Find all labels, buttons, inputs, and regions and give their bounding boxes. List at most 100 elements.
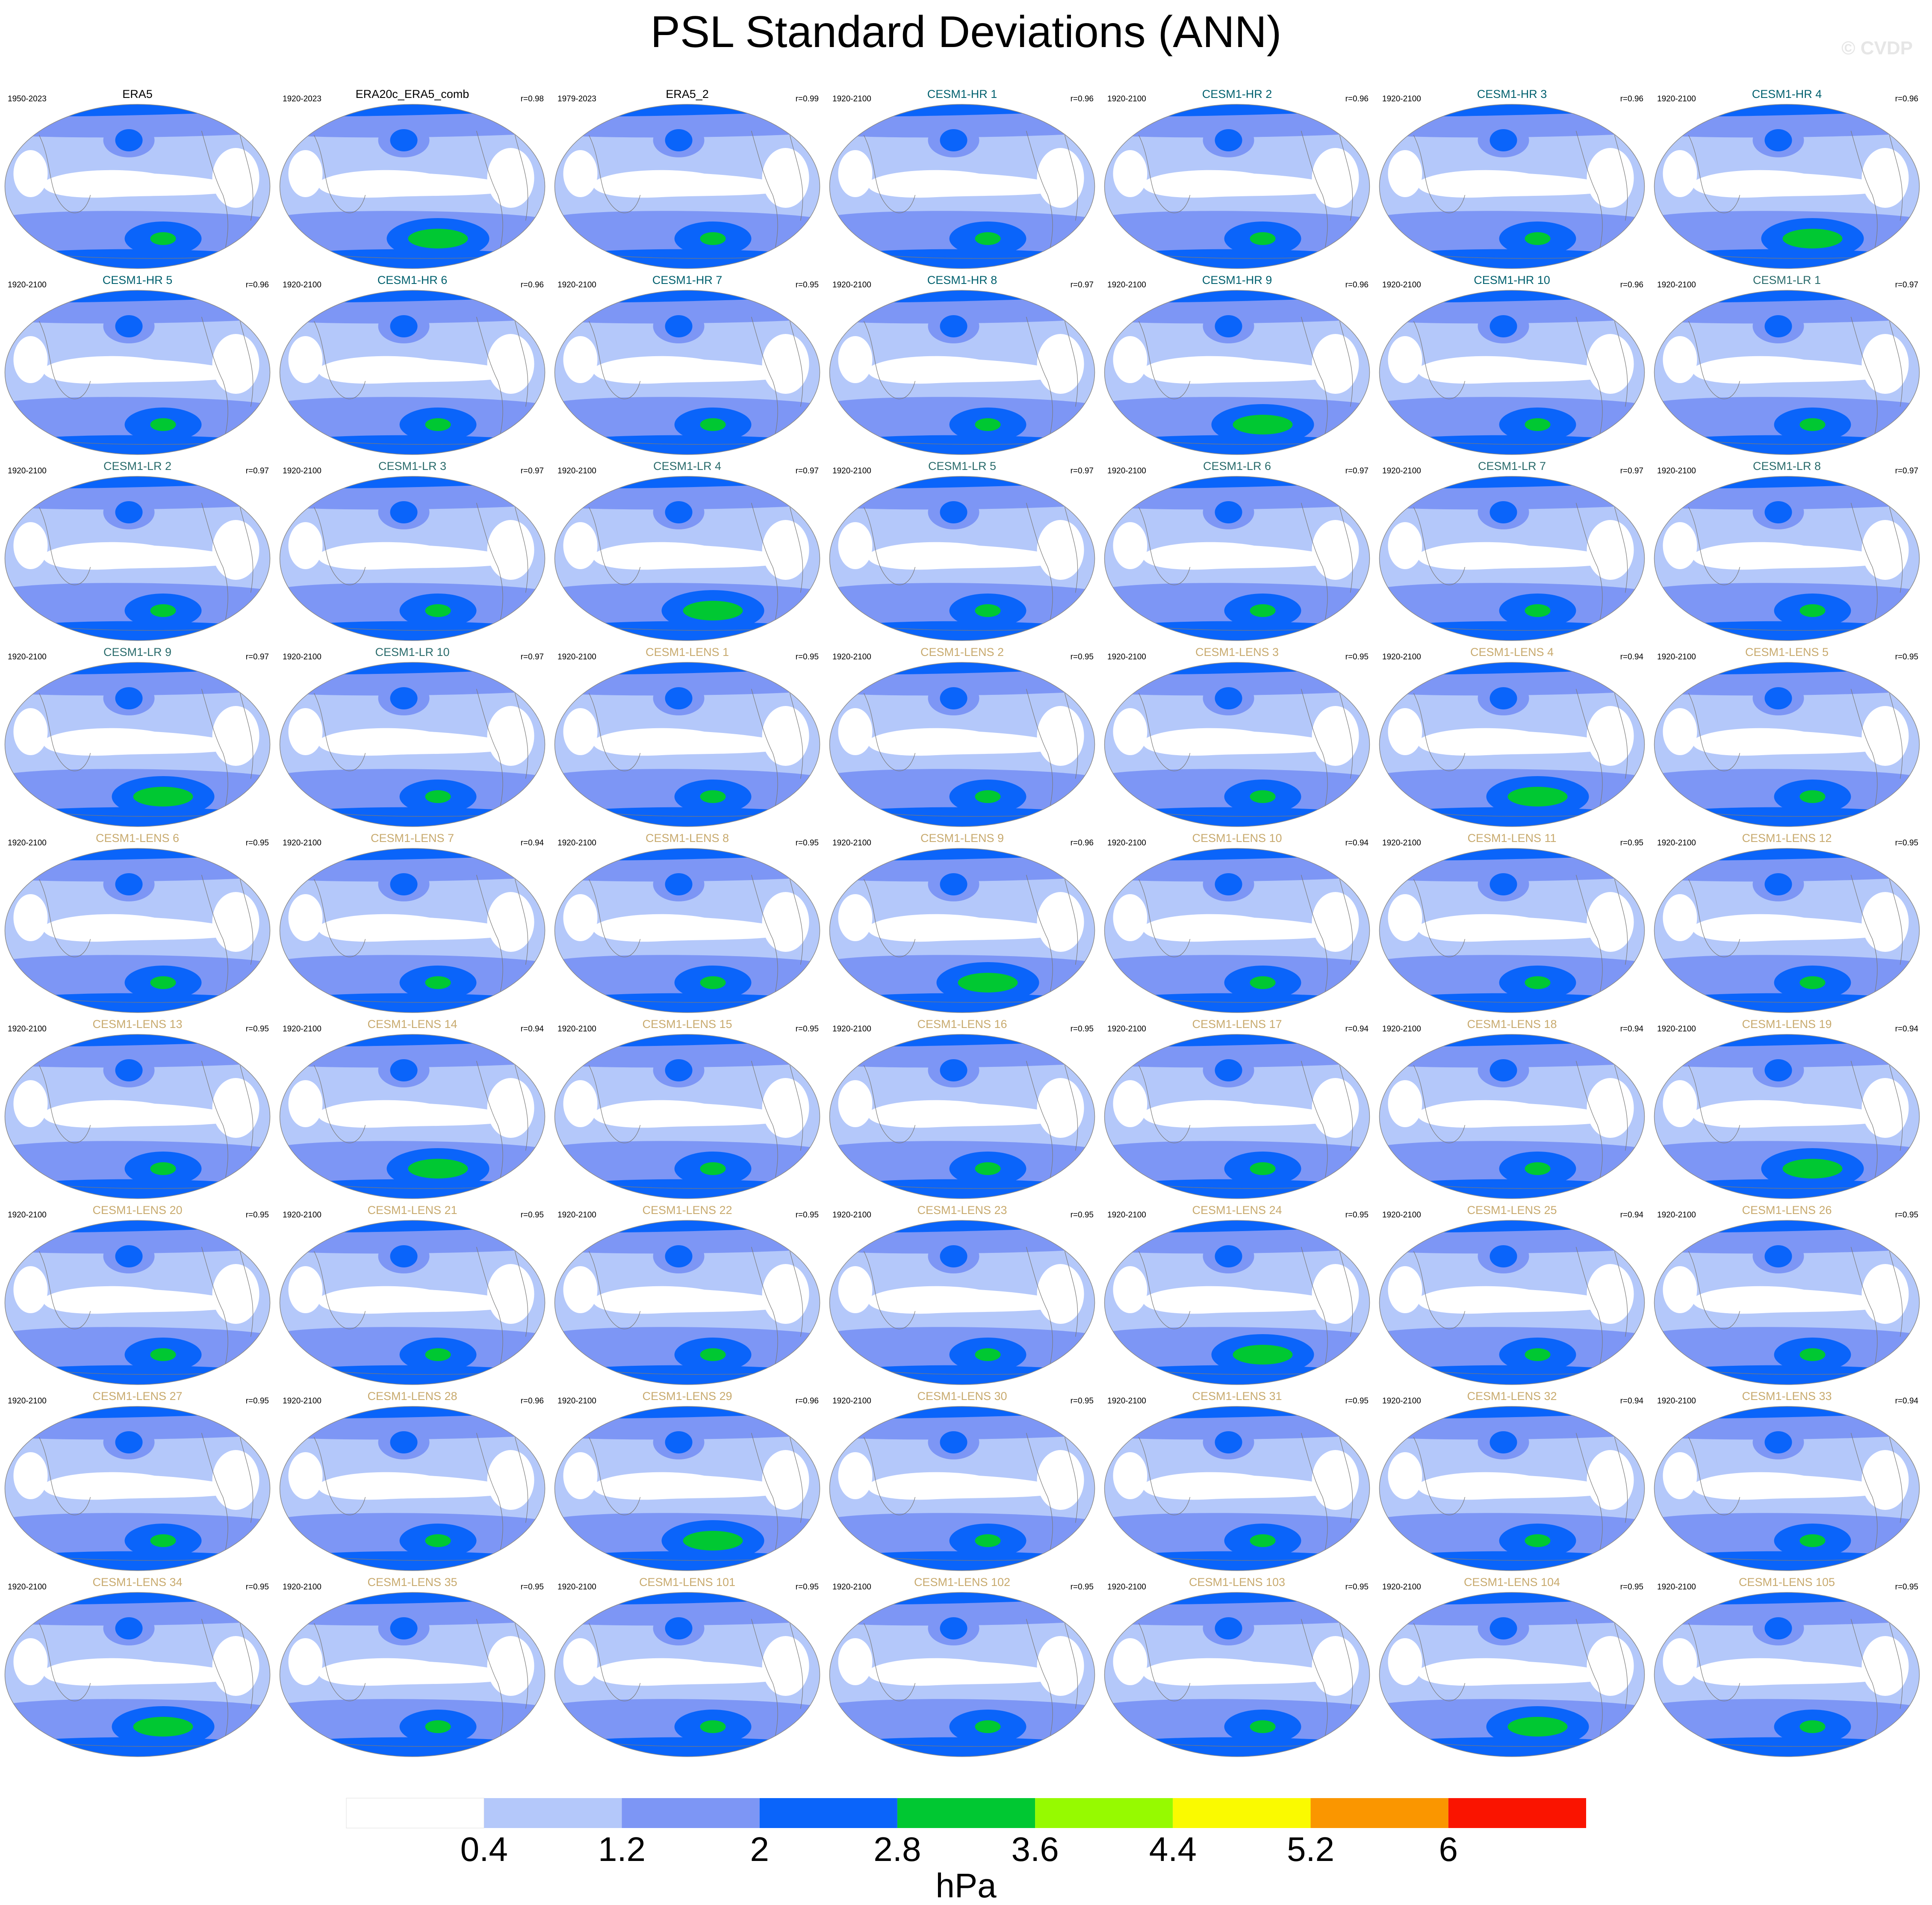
- contour-2-2.8: [665, 873, 693, 895]
- contour-2.8-3.6: [150, 1534, 176, 1547]
- coastline: [239, 1065, 254, 1151]
- panel-correlation: r=0.97: [1345, 467, 1369, 476]
- contour-below-0.4: [867, 1286, 1069, 1314]
- coastline: [1701, 1556, 1873, 1561]
- panel-period: 1950-2023: [8, 95, 47, 103]
- panel-correlation: r=0.96: [1620, 281, 1643, 289]
- contour-2-2.8: [390, 873, 418, 895]
- panel-correlation: r=0.95: [1070, 1583, 1094, 1592]
- panel-period: 1920-2100: [557, 1211, 596, 1220]
- contour-2-2.8: [665, 1059, 693, 1081]
- coastline: [602, 254, 773, 259]
- contour-below-0.4: [563, 1638, 598, 1685]
- map-outline: [554, 290, 820, 455]
- panel-map: [554, 1592, 820, 1757]
- contour-2-2.8: [1104, 848, 1370, 861]
- panel-period: 1920-2100: [283, 839, 322, 848]
- contour-below-0.4: [318, 170, 519, 198]
- contour-below-0.4: [1417, 728, 1619, 756]
- coastline: [327, 1743, 498, 1747]
- contour-below-0.4: [1037, 1078, 1084, 1138]
- coastline: [514, 693, 528, 779]
- coastline: [38, 135, 91, 213]
- map-outline: [829, 104, 1095, 269]
- panel-period: 1920-2100: [1107, 839, 1146, 848]
- contour-below-0.4: [1861, 334, 1909, 394]
- coastline: [789, 1065, 803, 1151]
- contour-2-2.8: [665, 1245, 693, 1267]
- panel-period: 1920-2100: [1382, 281, 1421, 289]
- coastline: [52, 1184, 223, 1189]
- contour-2.8-3.6: [425, 1348, 451, 1361]
- contour-below-0.4: [867, 914, 1069, 942]
- map-panel: CESM1-HR 8 1920-2100 r=0.97: [825, 274, 1100, 460]
- contour-2-2.8: [1104, 662, 1370, 675]
- contour-below-0.4: [563, 1080, 598, 1127]
- coastline: [1614, 1437, 1628, 1523]
- panel-correlation: r=0.97: [520, 467, 544, 476]
- coastline: [1026, 502, 1053, 632]
- panel-map: [1654, 476, 1920, 641]
- coastline: [876, 812, 1048, 817]
- contour-2.8-3.6: [150, 976, 176, 989]
- contour-below-0.4: [487, 1450, 534, 1510]
- coastline: [201, 130, 228, 260]
- coastline: [751, 1619, 778, 1748]
- panel-title: ERA20c_ERA5_comb: [355, 88, 469, 100]
- contour-below-0.4: [1388, 150, 1422, 197]
- coastline: [588, 1251, 641, 1329]
- coastline: [1413, 321, 1466, 399]
- coastline: [514, 135, 528, 221]
- contour-2-2.8: [280, 104, 545, 117]
- coastline: [313, 1623, 366, 1701]
- map-panel: CESM1-HR 7 1920-2100 r=0.95: [550, 274, 825, 460]
- panel-period: 1920-2100: [1657, 1583, 1696, 1592]
- contour-below-0.4: [1861, 706, 1909, 766]
- panel-period: 1920-2100: [1382, 95, 1421, 103]
- coastline: [1301, 874, 1328, 1004]
- coastlines: [1688, 1432, 1903, 1562]
- contour-below-0.4: [1113, 1080, 1147, 1127]
- coastline: [789, 135, 803, 221]
- contour-2-2.8: [1490, 501, 1517, 523]
- contour-2-2.8: [1104, 993, 1370, 1013]
- map-panel: CESM1-LENS 4 1920-2100 r=0.94: [1375, 646, 1649, 832]
- panel-map: [829, 1592, 1095, 1757]
- contour-below-0.4: [867, 1100, 1069, 1128]
- coastline: [239, 1437, 254, 1523]
- coastline: [313, 321, 366, 399]
- contour-below-0.4: [487, 334, 534, 394]
- contour-below-0.4: [762, 1264, 809, 1324]
- coastline: [514, 507, 528, 593]
- panel-title: CESM1-LENS 105: [1738, 1576, 1835, 1589]
- coastline: [863, 693, 916, 771]
- contour-2.8-3.6: [1233, 1345, 1293, 1365]
- contour-below-0.4: [1587, 1450, 1634, 1510]
- contour-below-0.4: [593, 1100, 794, 1128]
- map-outline: [4, 848, 271, 1013]
- coastline: [1701, 998, 1873, 1003]
- coastlines: [313, 688, 528, 818]
- coastline: [1138, 1437, 1191, 1515]
- coastline: [1688, 1623, 1740, 1701]
- contour-below-0.4: [838, 1080, 873, 1127]
- panel-map: [4, 476, 271, 641]
- coastlines: [313, 1619, 528, 1748]
- contour-2.8-3.6: [408, 229, 468, 248]
- panel-correlation: r=0.96: [245, 281, 269, 289]
- coastline: [1064, 507, 1078, 593]
- panel-period: 1920-2100: [557, 653, 596, 662]
- field-layer: [280, 1406, 545, 1571]
- map-panel: CESM1-LR 4 1920-2100 r=0.97: [550, 460, 825, 646]
- contour-below-0.4: [1861, 520, 1909, 580]
- panel-title: CESM1-LENS 23: [917, 1204, 1007, 1217]
- panel-map: [829, 290, 1095, 455]
- coastlines: [313, 874, 528, 1004]
- contour-2.8-3.6: [700, 1348, 726, 1361]
- contour-2.8-3.6: [425, 1534, 451, 1547]
- colorbar-tick-label: 0.4: [460, 1830, 508, 1868]
- coastlines: [1413, 1060, 1628, 1190]
- contour-2-2.8: [390, 687, 418, 709]
- contour-2-2.8: [940, 501, 967, 523]
- panel-period: 1920-2100: [832, 1211, 871, 1220]
